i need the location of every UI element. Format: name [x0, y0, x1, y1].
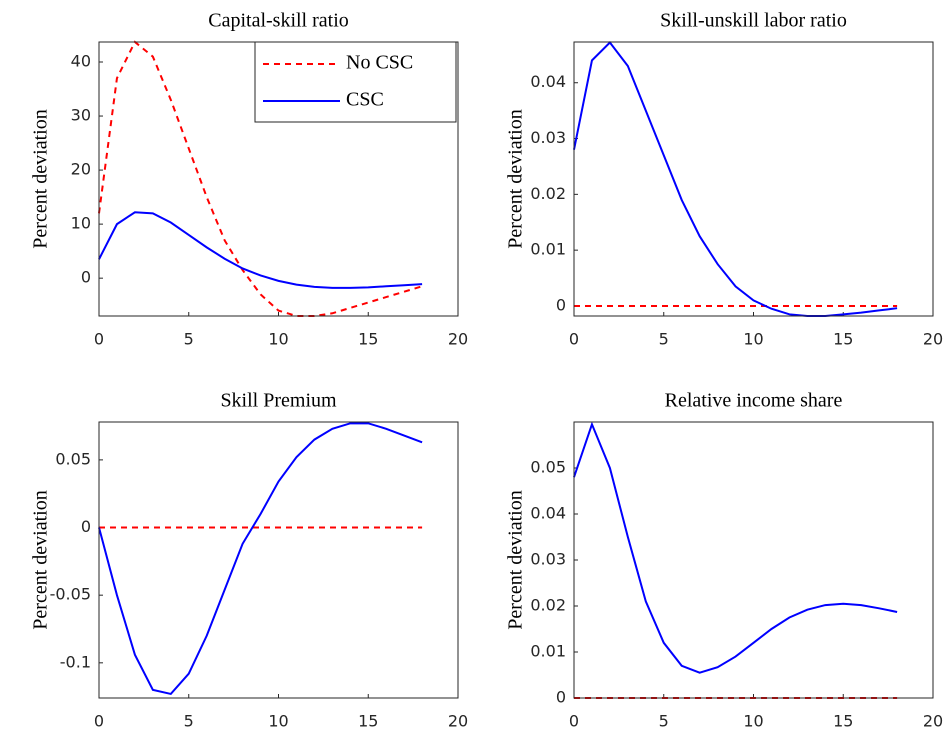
- subplot-title: Capital-skill ratio: [208, 10, 349, 32]
- y-tick-label: 0.03: [530, 550, 566, 569]
- x-tick-label: 15: [358, 712, 378, 731]
- x-tick-label: 0: [94, 712, 104, 731]
- series-line: [573, 41, 898, 317]
- y-tick-label: 10: [71, 214, 91, 233]
- y-tick-label: 0.04: [530, 72, 566, 91]
- subplot-title: Skill-unskill labor ratio: [660, 10, 847, 32]
- x-tick-label: 10: [268, 330, 288, 349]
- y-tick-label: 0: [81, 517, 91, 536]
- x-tick-label: 15: [358, 330, 378, 349]
- x-tick-label: 5: [659, 712, 669, 731]
- x-tick-label: 20: [448, 330, 468, 349]
- y-axis-label: Percent deviation: [30, 490, 52, 629]
- x-tick-label: 5: [184, 712, 194, 731]
- y-tick-label: 0.03: [530, 128, 566, 147]
- x-tick-label: 10: [743, 330, 763, 349]
- x-tick-label: 20: [923, 330, 943, 349]
- y-tick-label: -0.1: [60, 652, 91, 671]
- series-line: [98, 40, 423, 317]
- y-axis-label: Percent deviation: [505, 109, 527, 248]
- y-tick-label: -0.05: [50, 585, 91, 604]
- subplot-title: Relative income share: [665, 390, 843, 412]
- y-tick-label: 0: [81, 268, 91, 287]
- axes-box: [98, 421, 459, 699]
- y-tick-label: 0.05: [530, 458, 566, 477]
- x-tick-label: 20: [448, 712, 468, 731]
- y-axis-label: Percent deviation: [30, 109, 52, 248]
- y-tick-label: 0.01: [530, 240, 566, 259]
- series-line: [98, 422, 423, 696]
- x-tick-label: 0: [569, 330, 579, 349]
- series-line: [573, 421, 898, 674]
- legend-box: [254, 41, 457, 123]
- axes-box: [573, 41, 934, 317]
- y-tick-label: 0.02: [530, 184, 566, 203]
- x-tick-label: 0: [94, 330, 104, 349]
- legend-label: CSC: [346, 89, 384, 111]
- y-tick-label: 0.04: [530, 504, 566, 523]
- x-tick-label: 10: [743, 712, 763, 731]
- y-tick-label: 0: [556, 295, 566, 314]
- y-tick-label: 30: [71, 106, 91, 125]
- y-tick-label: 0.05: [55, 449, 91, 468]
- legend-label: No CSC: [346, 52, 413, 74]
- x-tick-label: 10: [268, 712, 288, 731]
- y-tick-label: 40: [71, 51, 91, 70]
- x-tick-label: 5: [184, 330, 194, 349]
- x-tick-label: 15: [833, 330, 853, 349]
- x-tick-label: 0: [569, 712, 579, 731]
- y-tick-label: 0.01: [530, 642, 566, 661]
- y-axis-label: Percent deviation: [505, 490, 527, 629]
- y-tick-label: 0: [556, 688, 566, 707]
- x-tick-label: 5: [659, 330, 669, 349]
- x-tick-label: 20: [923, 712, 943, 731]
- y-tick-label: 0.02: [530, 596, 566, 615]
- subplot-title: Skill Premium: [220, 390, 337, 412]
- axes-box: [573, 421, 934, 699]
- x-tick-label: 15: [833, 712, 853, 731]
- y-tick-label: 20: [71, 160, 91, 179]
- series-line: [98, 211, 423, 289]
